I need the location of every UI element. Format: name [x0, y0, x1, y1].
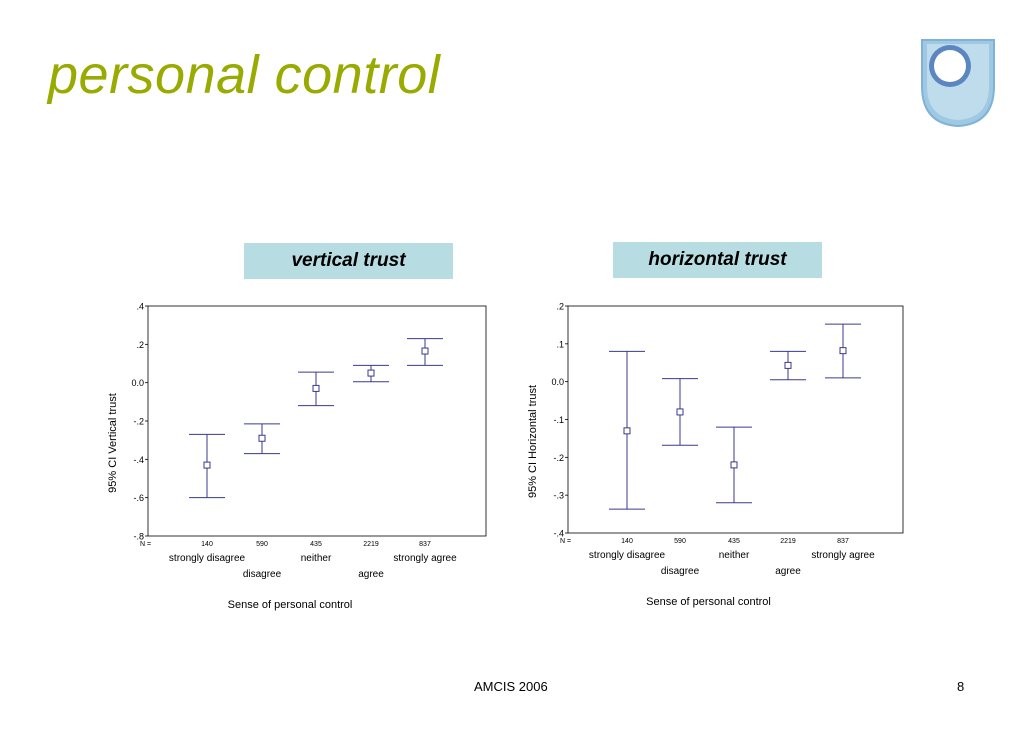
y-tick-label: -.4 [133, 455, 144, 465]
x-category-label: agree [358, 569, 384, 580]
y-tick-label: .2 [136, 340, 144, 350]
vertical-trust-label: vertical trust [244, 243, 453, 279]
y-tick-label: -.1 [553, 415, 564, 425]
n-value: 837 [419, 541, 431, 548]
x-category-label: strongly disagree [169, 553, 246, 564]
mean-marker [421, 347, 429, 355]
x-category-label: strongly agree [811, 550, 875, 561]
mean-marker [839, 347, 847, 355]
horizontal-trust-chart: .2 .1 0.0 -.1 -.2 -.3 -.4 95% CI Horizontal tru… [527, 302, 904, 608]
plot-frame [147, 305, 487, 537]
y-tick-label: 0.0 [131, 378, 144, 388]
footer-conference: AMCIS 2006 [474, 679, 548, 694]
y-tick-label: .1 [556, 339, 564, 349]
y-tick-label: .2 [556, 302, 564, 312]
y-tick-label: -.2 [553, 453, 564, 463]
n-value: 590 [674, 538, 686, 545]
x-category-label: disagree [243, 569, 282, 580]
n-value: 2219 [363, 541, 379, 548]
page-number: 8 [957, 679, 965, 694]
y-tick-label: .4 [136, 302, 144, 312]
x-category-label: neither [301, 553, 332, 564]
slide-title: personal control [48, 45, 441, 105]
x-axis-label: Sense of personal control [646, 596, 771, 608]
x-category-label: disagree [661, 566, 700, 577]
n-value: 435 [728, 538, 740, 545]
y-tick-label: -.8 [133, 532, 144, 542]
vertical-trust-chart: .4 .2 0.0 -.2 -.4 -.6 -.8 95% CI Vertical trust… [107, 302, 487, 611]
mean-marker [784, 361, 792, 369]
mean-marker [312, 384, 320, 392]
y-axis-label: 95% CI Horizontal trust [527, 385, 539, 498]
n-label: N = [560, 538, 571, 545]
mean-marker [623, 427, 631, 435]
x-category-label: strongly disagree [589, 550, 666, 561]
y-axis-label: 95% CI Vertical trust [107, 393, 119, 493]
n-label: N = [140, 541, 151, 548]
x-category-label: agree [775, 566, 801, 577]
horizontal-trust-label: horizontal trust [613, 242, 822, 278]
mean-marker [676, 408, 684, 416]
n-value: 590 [256, 541, 268, 548]
mean-marker [258, 434, 266, 442]
x-category-label: neither [719, 550, 750, 561]
n-value: 435 [310, 541, 322, 548]
mean-marker [367, 369, 375, 377]
x-category-label: strongly agree [393, 553, 457, 564]
n-value: 140 [621, 538, 633, 545]
mean-marker [730, 461, 738, 469]
n-value: 837 [837, 538, 849, 545]
university-shield-logo [921, 39, 995, 128]
mean-marker [203, 461, 211, 469]
y-tick-label: 0.0 [551, 377, 564, 387]
y-tick-label: -.3 [553, 491, 564, 501]
n-value: 140 [201, 541, 213, 548]
n-value: 2219 [780, 538, 796, 545]
y-tick-label: -.4 [553, 529, 564, 539]
x-axis-label: Sense of personal control [228, 599, 353, 611]
y-tick-label: -.6 [133, 493, 144, 503]
plot-frame [567, 305, 904, 534]
y-tick-label: -.2 [133, 417, 144, 427]
